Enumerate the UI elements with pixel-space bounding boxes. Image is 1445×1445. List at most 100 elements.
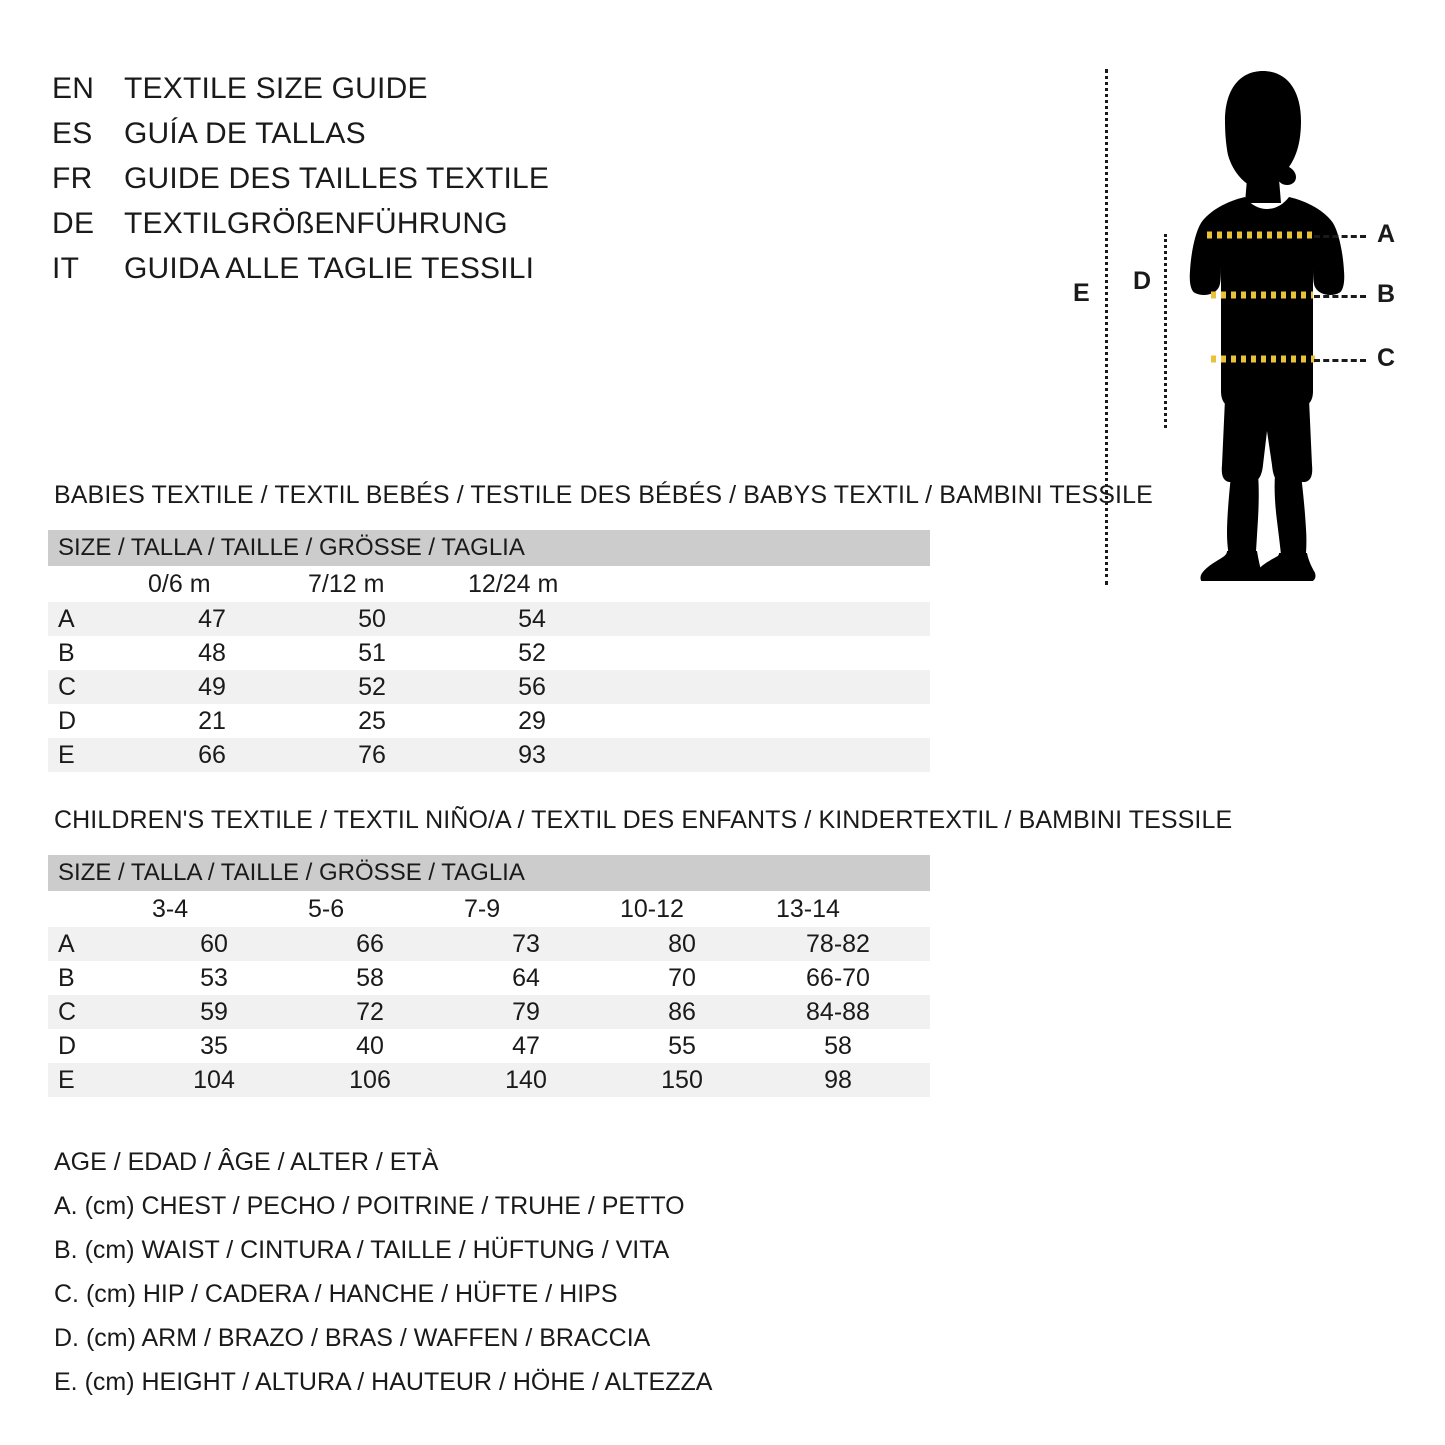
figure-label-b: B: [1377, 280, 1396, 308]
babies-row-label-d: D: [58, 706, 77, 735]
legend-line-arm: D. (cm) ARM / BRAZO / BRAS / WAFFEN / BR…: [54, 1324, 651, 1352]
babies-cell-c-2: 56: [518, 672, 546, 701]
language-title-en: TEXTILE SIZE GUIDE: [124, 72, 428, 105]
table-row: D 35 40 47 55 58: [48, 1029, 930, 1063]
measurement-figure: E D A B C: [1045, 55, 1445, 595]
table-row: B 53 58 64 70 66-70: [48, 961, 930, 995]
legend-line-age: AGE / EDAD / ÂGE / ALTER / ETÀ: [54, 1148, 439, 1176]
children-size-table: SIZE / TALLA / TAILLE / GRÖSSE / TAGLIA …: [48, 855, 930, 1097]
figure-label-d: D: [1133, 267, 1152, 295]
babies-cell-a-0: 47: [198, 604, 226, 633]
babies-cell-c-1: 52: [358, 672, 386, 701]
children-cell-d-3: 55: [668, 1031, 696, 1060]
children-cell-b-0: 53: [200, 963, 228, 992]
children-cell-d-1: 40: [356, 1031, 384, 1060]
legend-line-height: E. (cm) HEIGHT / ALTURA / HAUTEUR / HÖHE…: [54, 1368, 713, 1396]
babies-cell-a-1: 50: [358, 604, 386, 633]
language-code-fr: FR: [52, 162, 93, 195]
children-cell-e-1: 106: [349, 1065, 391, 1094]
children-column-header-1: 5-6: [308, 894, 345, 923]
language-row-es: ES GUÍA DE TALLAS: [52, 117, 672, 162]
babies-cell-e-0: 66: [198, 740, 226, 769]
babies-section-title: BABIES TEXTILE / TEXTIL BEBÉS / TESTILE …: [54, 481, 1153, 509]
children-cell-b-4: 66-70: [806, 963, 870, 992]
babies-size-table: SIZE / TALLA / TAILLE / GRÖSSE / TAGLIA …: [48, 530, 930, 772]
children-cell-e-4: 98: [824, 1065, 852, 1094]
children-column-header-4: 13-14: [776, 894, 840, 923]
babies-size-bar: SIZE / TALLA / TAILLE / GRÖSSE / TAGLIA: [48, 530, 930, 566]
babies-cell-d-1: 25: [358, 706, 386, 735]
children-cell-e-0: 104: [193, 1065, 235, 1094]
babies-cell-b-0: 48: [198, 638, 226, 667]
table-row: D 21 25 29: [48, 704, 930, 738]
language-row-fr: FR GUIDE DES TAILLES TEXTILE: [52, 162, 672, 207]
children-cell-a-3: 80: [668, 929, 696, 958]
babies-row-label-a: A: [58, 604, 75, 633]
table-row: B 48 51 52: [48, 636, 930, 670]
table-row: A 47 50 54: [48, 602, 930, 636]
table-row: E 66 76 93: [48, 738, 930, 772]
children-cell-a-2: 73: [512, 929, 540, 958]
babies-cell-e-1: 76: [358, 740, 386, 769]
language-title-de: TEXTILGRÖßENFÜHRUNG: [124, 207, 508, 240]
babies-row-label-b: B: [58, 638, 75, 667]
language-row-it: IT GUIDA ALLE TAGLIE TESSILI: [52, 252, 672, 297]
language-code-en: EN: [52, 72, 95, 105]
children-row-label-d: D: [58, 1031, 77, 1060]
children-cell-c-1: 72: [356, 997, 384, 1026]
babies-cell-b-2: 52: [518, 638, 546, 667]
language-code-de: DE: [52, 207, 95, 240]
table-row: C 49 52 56: [48, 670, 930, 704]
children-cell-c-3: 86: [668, 997, 696, 1026]
hip-leader-line: [1314, 359, 1366, 362]
children-row-label-e: E: [58, 1065, 75, 1094]
babies-cell-d-2: 29: [518, 706, 546, 735]
children-row-label-b: B: [58, 963, 75, 992]
children-cell-a-0: 60: [200, 929, 228, 958]
children-cell-b-3: 70: [668, 963, 696, 992]
language-row-de: DE TEXTILGRÖßENFÜHRUNG: [52, 207, 672, 252]
babies-column-header-0: 0/6 m: [148, 569, 211, 598]
chest-leader-line: [1314, 235, 1366, 238]
children-section-title: CHILDREN'S TEXTILE / TEXTIL NIÑO/A / TEX…: [54, 806, 1233, 834]
children-cell-a-4: 78-82: [806, 929, 870, 958]
arm-guide-line: [1164, 234, 1167, 428]
children-cell-e-2: 140: [505, 1065, 547, 1094]
figure-label-a: A: [1377, 220, 1396, 248]
waist-leader-line: [1314, 295, 1366, 298]
language-code-it: IT: [52, 252, 80, 285]
babies-column-header-1: 7/12 m: [308, 569, 385, 598]
children-row-label-c: C: [58, 997, 77, 1026]
figure-label-c: C: [1377, 344, 1396, 372]
legend-line-hip: C. (cm) HIP / CADERA / HANCHE / HÜFTE / …: [54, 1280, 618, 1308]
language-title-block: EN TEXTILE SIZE GUIDE ES GUÍA DE TALLAS …: [52, 72, 672, 297]
babies-row-label-e: E: [58, 740, 75, 769]
children-row-label-a: A: [58, 929, 75, 958]
language-code-es: ES: [52, 117, 93, 150]
children-size-bar: SIZE / TALLA / TAILLE / GRÖSSE / TAGLIA: [48, 855, 930, 891]
babies-column-header-2: 12/24 m: [468, 569, 559, 598]
children-cell-c-2: 79: [512, 997, 540, 1026]
children-cell-c-0: 59: [200, 997, 228, 1026]
height-guide-line: [1105, 69, 1108, 585]
babies-cell-c-0: 49: [198, 672, 226, 701]
table-row: C 59 72 79 86 84-88: [48, 995, 930, 1029]
children-cell-c-4: 84-88: [806, 997, 870, 1026]
language-title-fr: GUIDE DES TAILLES TEXTILE: [124, 162, 550, 195]
children-cell-a-1: 66: [356, 929, 384, 958]
children-cell-d-2: 47: [512, 1031, 540, 1060]
children-column-header-row: 3-4 5-6 7-9 10-12 13-14: [48, 891, 930, 927]
figure-label-e: E: [1073, 279, 1090, 307]
table-row: E 104 106 140 150 98: [48, 1063, 930, 1097]
children-cell-b-1: 58: [356, 963, 384, 992]
legend-line-chest: A. (cm) CHEST / PECHO / POITRINE / TRUHE…: [54, 1192, 685, 1220]
children-column-header-0: 3-4: [152, 894, 189, 923]
babies-cell-a-2: 54: [518, 604, 546, 633]
measurement-legend: AGE / EDAD / ÂGE / ALTER / ETÀ A. (cm) C…: [54, 1140, 814, 1404]
table-row: A 60 66 73 80 78-82: [48, 927, 930, 961]
children-cell-e-3: 150: [661, 1065, 703, 1094]
children-cell-b-2: 64: [512, 963, 540, 992]
child-silhouette-icon: [1189, 71, 1345, 581]
children-column-header-2: 7-9: [464, 894, 501, 923]
